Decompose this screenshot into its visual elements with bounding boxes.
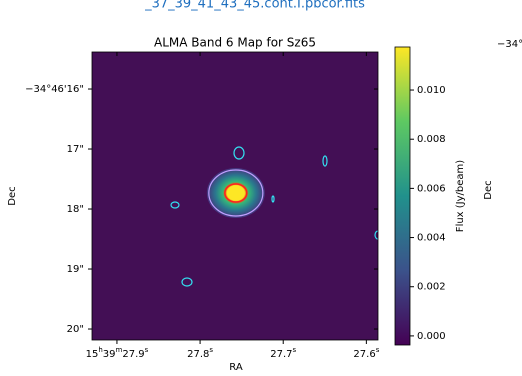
x-tick-label-part: 2 — [353, 349, 359, 360]
x-tick-label-part: s — [145, 346, 149, 354]
x-tick-label-part: s — [209, 346, 213, 354]
colorbar — [394, 46, 411, 346]
x-tick-label-part: 9 — [138, 349, 144, 360]
x-tick-label-part: 8 — [203, 349, 209, 360]
x-tick-label-part: 7 — [360, 349, 366, 360]
source-contours — [208, 169, 264, 217]
colorbar-label: Flux (Jy/beam) — [455, 160, 466, 232]
x-tick-label-part: . — [283, 349, 286, 360]
x-tick-label-part: h — [98, 346, 102, 354]
x-tick-label-part: 5 — [92, 349, 98, 360]
x-tick-label-part: . — [135, 349, 138, 360]
x-tick-label-part: 2 — [187, 349, 193, 360]
x-tick-label-part: 2 — [270, 349, 276, 360]
contours — [170, 146, 378, 287]
x-tick-label-part: s — [293, 346, 297, 354]
y-tick-label: 18" — [67, 204, 84, 215]
colorbar-tick-label: 0.008 — [417, 134, 446, 145]
x-tick-label-part: 7 — [129, 349, 135, 360]
axes-frame — [91, 51, 379, 341]
colorbar-tick-label: 0.006 — [417, 183, 446, 194]
side-label: Dec — [483, 180, 494, 199]
contour — [208, 169, 264, 217]
x-tick-label-part: 6 — [369, 349, 375, 360]
x-tick-label-part: 2 — [122, 349, 128, 360]
x-tick-label-part: 3 — [103, 349, 109, 360]
chart-title: ALMA Band 6 Map for Sz65 — [154, 36, 316, 50]
x-tick-label-part: 9 — [109, 349, 115, 360]
x-axis-label: RA — [229, 362, 243, 373]
x-tick-label-part: 1 — [86, 349, 92, 360]
x-tick-label-part: 7 — [286, 349, 292, 360]
x-tick-label: 27.8s — [187, 346, 213, 360]
y-axis-label: Dec — [7, 186, 18, 205]
side-tick: −34° — [497, 39, 522, 50]
x-tick-label-part: . — [366, 349, 369, 360]
colorbar-tick-label: 0.002 — [417, 282, 446, 293]
file-link[interactable]: _37_39_41_43_45.cont.I.pbcor.fits — [144, 0, 365, 12]
x-tick-label-part: m — [116, 346, 123, 354]
source — [206, 168, 265, 218]
x-tick-label-part: . — [200, 349, 203, 360]
x-tick-label-part: 7 — [277, 349, 283, 360]
y-tick-label: 20" — [67, 324, 84, 335]
x-tick-label-part: 7 — [193, 349, 199, 360]
contour — [224, 183, 248, 203]
colorbar-tick-label: 0.010 — [417, 85, 446, 96]
x-tick-label: 15h39m27.9s — [86, 346, 149, 360]
y-tick-label: 19" — [67, 264, 84, 275]
x-tick-label: 27.7s — [270, 346, 296, 360]
y-tick-label: −34°46'16" — [25, 84, 84, 95]
x-tick-label-part: s — [376, 346, 380, 354]
y-tick-label: 17" — [67, 144, 84, 155]
x-tick-label: 27.6s — [353, 346, 379, 360]
colorbar-tick-label: 0.004 — [417, 233, 446, 244]
colorbar-tick-label: 0.000 — [417, 331, 446, 342]
